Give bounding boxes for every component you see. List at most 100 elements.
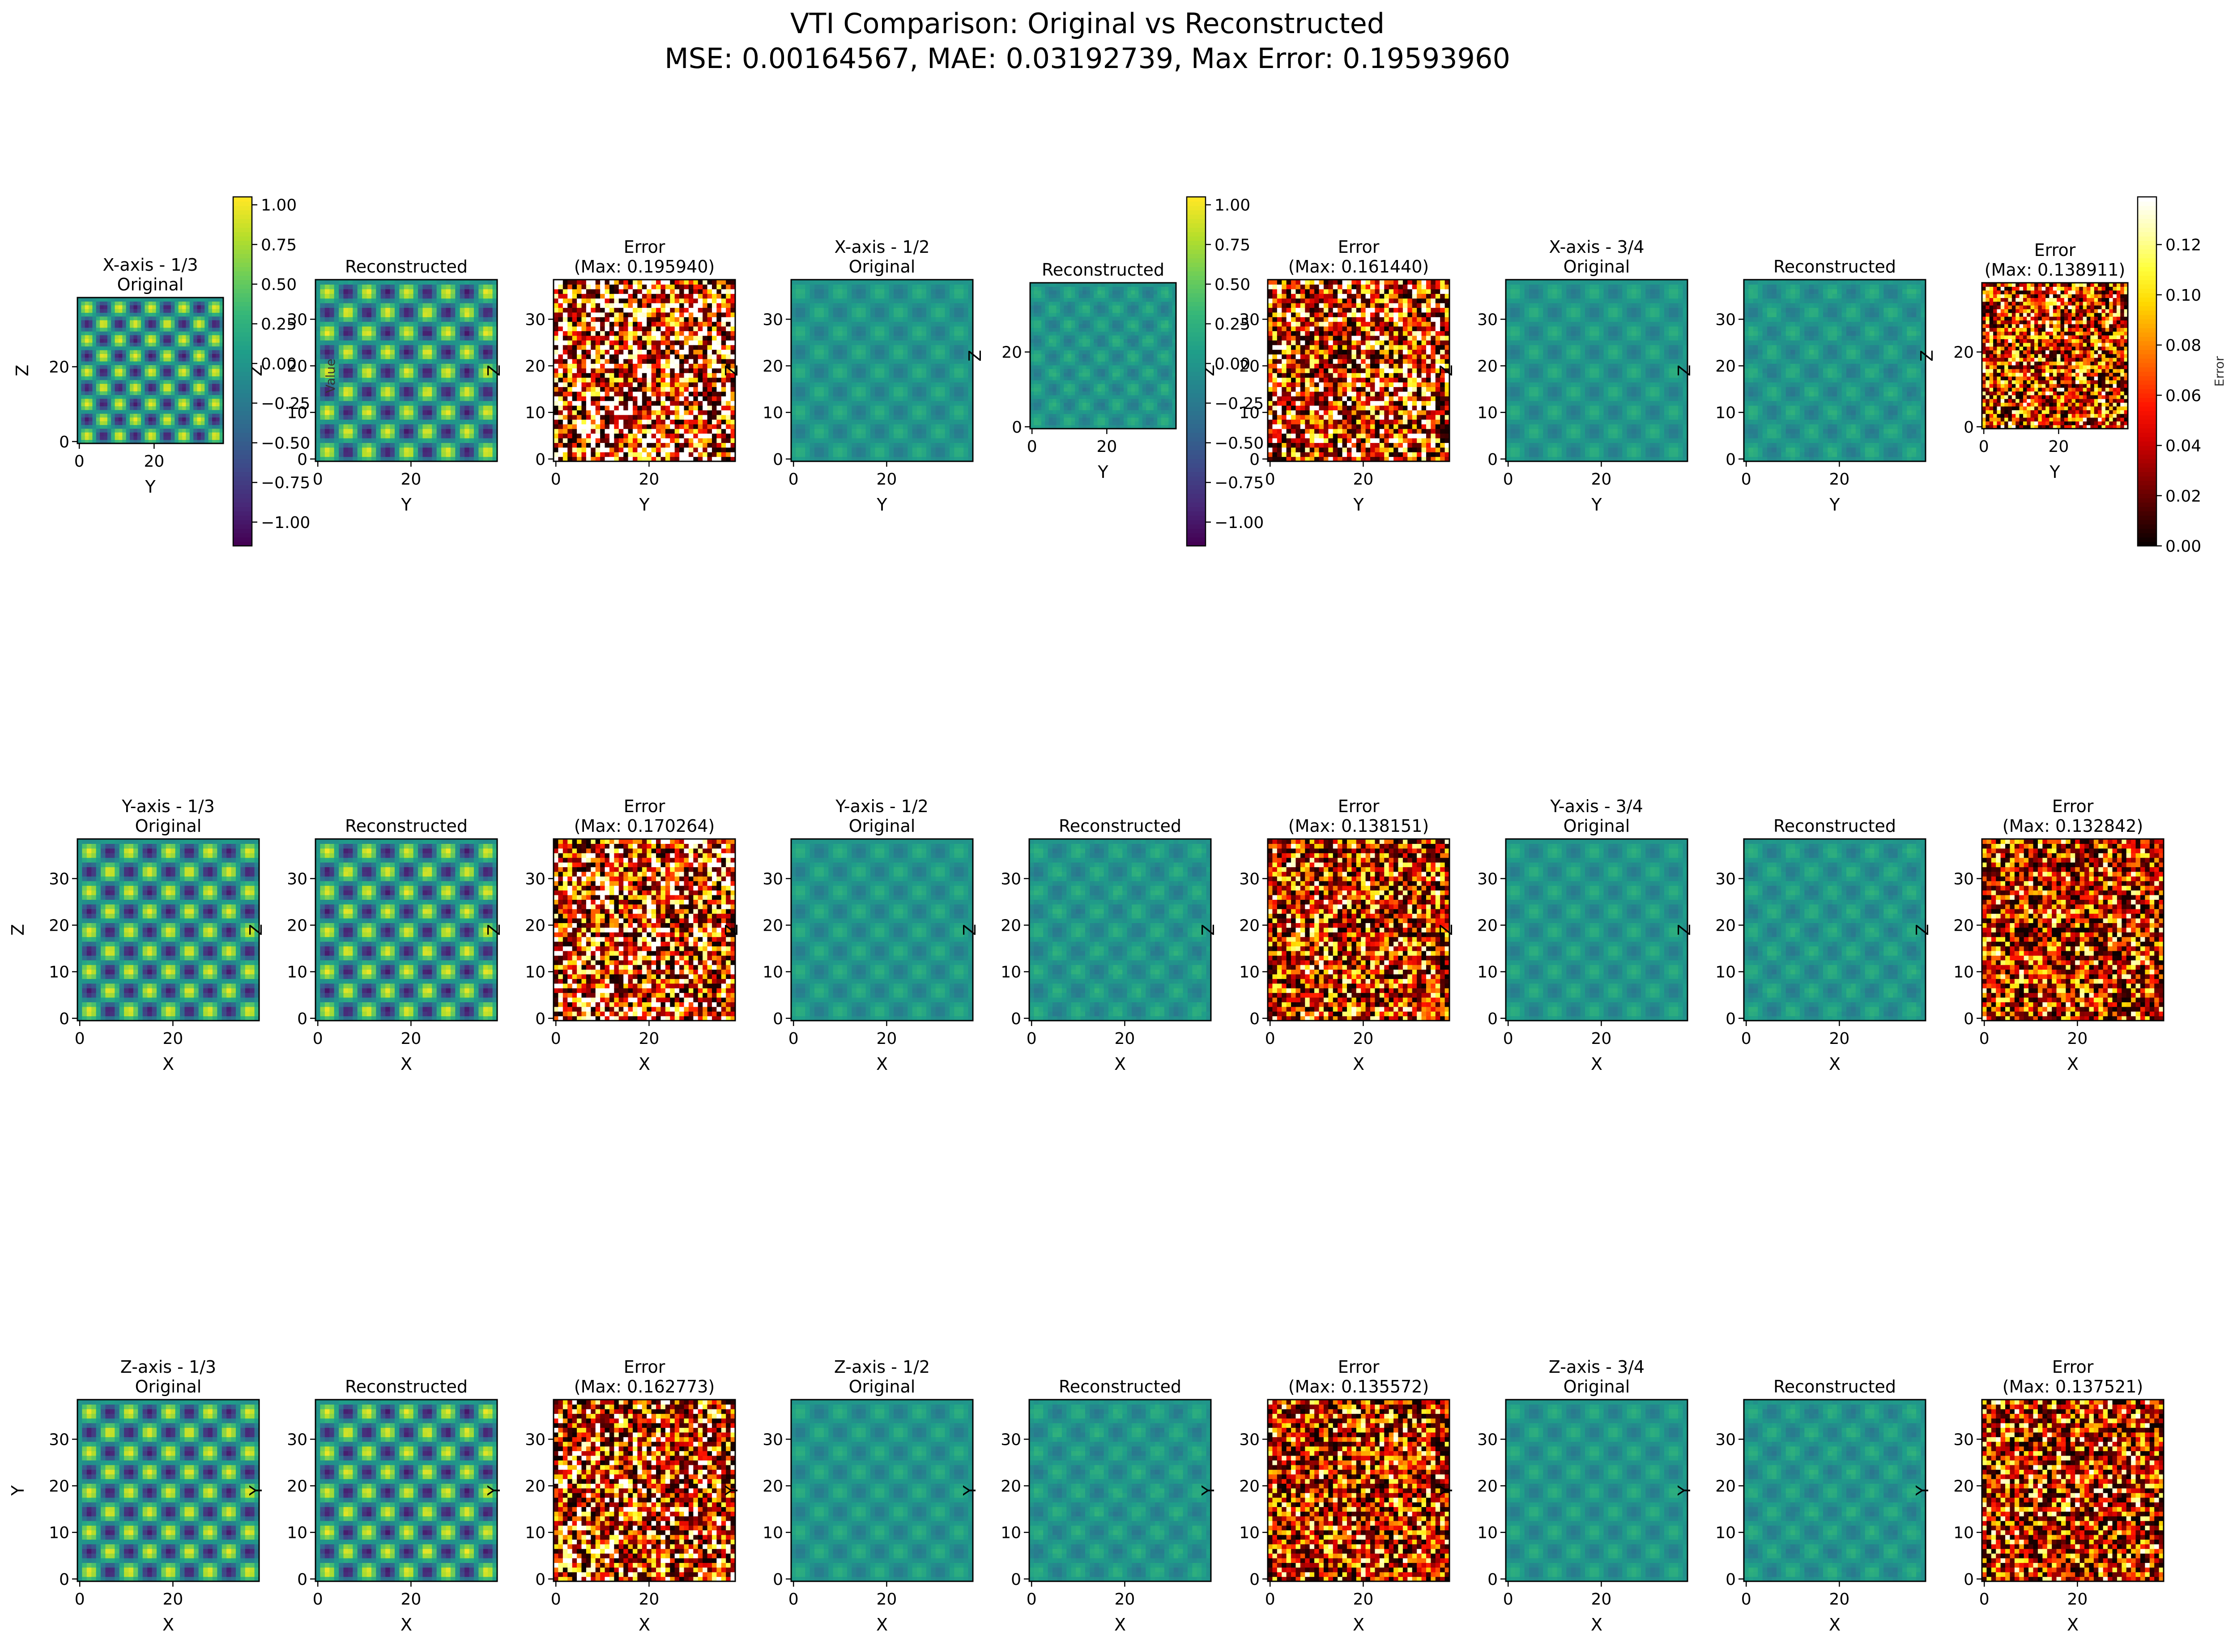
heatmap-cell (404, 401, 409, 406)
heatmap-cell (167, 421, 171, 425)
heatmap-cell (371, 326, 376, 331)
heatmap-cell (175, 391, 179, 395)
heatmap-cell (130, 320, 134, 324)
heatmap-cell (81, 417, 85, 421)
heatmap-cell (395, 354, 400, 359)
heatmap-cell (137, 417, 141, 421)
heatmap-cell (190, 432, 194, 436)
heatmap-cell (339, 331, 344, 336)
heatmap-cell (381, 322, 386, 327)
figure-title: VTI Comparison: Original vs Reconstructe… (790, 7, 1385, 40)
heatmap-cell (320, 331, 325, 336)
heatmap-cell (334, 289, 339, 294)
heatmap-cell (315, 424, 320, 429)
heatmap-cell (141, 365, 145, 369)
heatmap-cell (145, 369, 149, 373)
heatmap-cell (179, 376, 183, 380)
heatmap-cell (100, 312, 104, 316)
heatmap-cell (371, 438, 376, 443)
heatmap-cell (186, 353, 190, 358)
heatmap-cell (104, 365, 108, 369)
heatmap-cell (381, 429, 386, 434)
heatmap-cell (160, 369, 164, 373)
heatmap-cell (343, 392, 348, 396)
heatmap-cell (122, 358, 126, 362)
heatmap-cell (404, 452, 409, 457)
heatmap-cell (197, 328, 201, 332)
heatmap-cell (216, 425, 220, 429)
heatmap-cell (156, 365, 160, 369)
heatmap-cell (339, 289, 344, 294)
heatmap-cell (89, 421, 93, 425)
heatmap-cell (130, 387, 134, 392)
heatmap-cell (167, 399, 171, 403)
heatmap-cell (348, 340, 353, 345)
heatmap-cell (399, 378, 404, 383)
heatmap-cell (212, 346, 216, 350)
heatmap-cell (89, 406, 93, 410)
heatmap-cell (182, 432, 186, 436)
heatmap-cell (315, 294, 320, 298)
heatmap-cell (122, 342, 126, 346)
heatmap-cell (133, 316, 137, 320)
heatmap-cell (395, 447, 400, 452)
heatmap-cell (133, 309, 137, 313)
heatmap-cell (353, 326, 358, 331)
heatmap-cell (186, 342, 190, 346)
heatmap-cell (343, 345, 348, 350)
heatmap-cell (163, 417, 167, 421)
heatmap-cell (325, 303, 330, 308)
heatmap-cell (96, 305, 100, 309)
heatmap-cell (89, 365, 93, 369)
heatmap-cell (96, 369, 100, 373)
heatmap-cell (390, 410, 395, 415)
heatmap-cell (186, 391, 190, 395)
heatmap-cell (353, 405, 358, 410)
heatmap-cell (122, 335, 126, 339)
heatmap-cell (325, 289, 330, 294)
heatmap-cell (115, 402, 119, 406)
heatmap-cell (190, 429, 194, 433)
heatmap-cell (156, 331, 160, 335)
heatmap-cell (96, 361, 100, 365)
heatmap-cell (404, 429, 409, 434)
heatmap-cell (358, 289, 362, 294)
heatmap-cell (376, 396, 381, 401)
heatmap-cell (385, 410, 390, 415)
heatmap-cell (209, 324, 213, 328)
heatmap-cell (186, 406, 190, 410)
heatmap-cell (89, 395, 93, 399)
heatmap-cell (209, 309, 213, 313)
heatmap-cell (315, 312, 320, 317)
heatmap-cell (399, 322, 404, 327)
heatmap-cell (167, 320, 171, 324)
heatmap-cell (152, 339, 156, 343)
heatmap-cell (167, 372, 171, 376)
heatmap-cell (160, 436, 164, 440)
heatmap-cell (145, 406, 149, 410)
heatmap-cell (107, 413, 111, 417)
heatmap-cell (133, 339, 137, 343)
heatmap-cell (145, 358, 149, 362)
heatmap-cell (137, 387, 141, 392)
heatmap-cell (371, 280, 376, 285)
heatmap-cell (353, 410, 358, 415)
heatmap-cell (329, 303, 334, 308)
heatmap-cell (376, 336, 381, 341)
heatmap-cell (381, 312, 386, 317)
heatmap-cell (160, 432, 164, 436)
heatmap-cell (156, 413, 160, 417)
heatmap-cell (358, 443, 362, 447)
heatmap-cell (133, 342, 137, 346)
heatmap-cell (100, 391, 104, 395)
heatmap-cell (216, 365, 220, 369)
heatmap-cell (358, 434, 362, 439)
heatmap-cell (137, 339, 141, 343)
heatmap-cell (376, 326, 381, 331)
heatmap-cell (367, 289, 372, 294)
heatmap-cell (137, 429, 141, 433)
heatmap-cell (122, 410, 126, 414)
heatmap-cell (126, 328, 130, 332)
heatmap-cell (205, 331, 209, 335)
heatmap-cell (399, 405, 404, 410)
